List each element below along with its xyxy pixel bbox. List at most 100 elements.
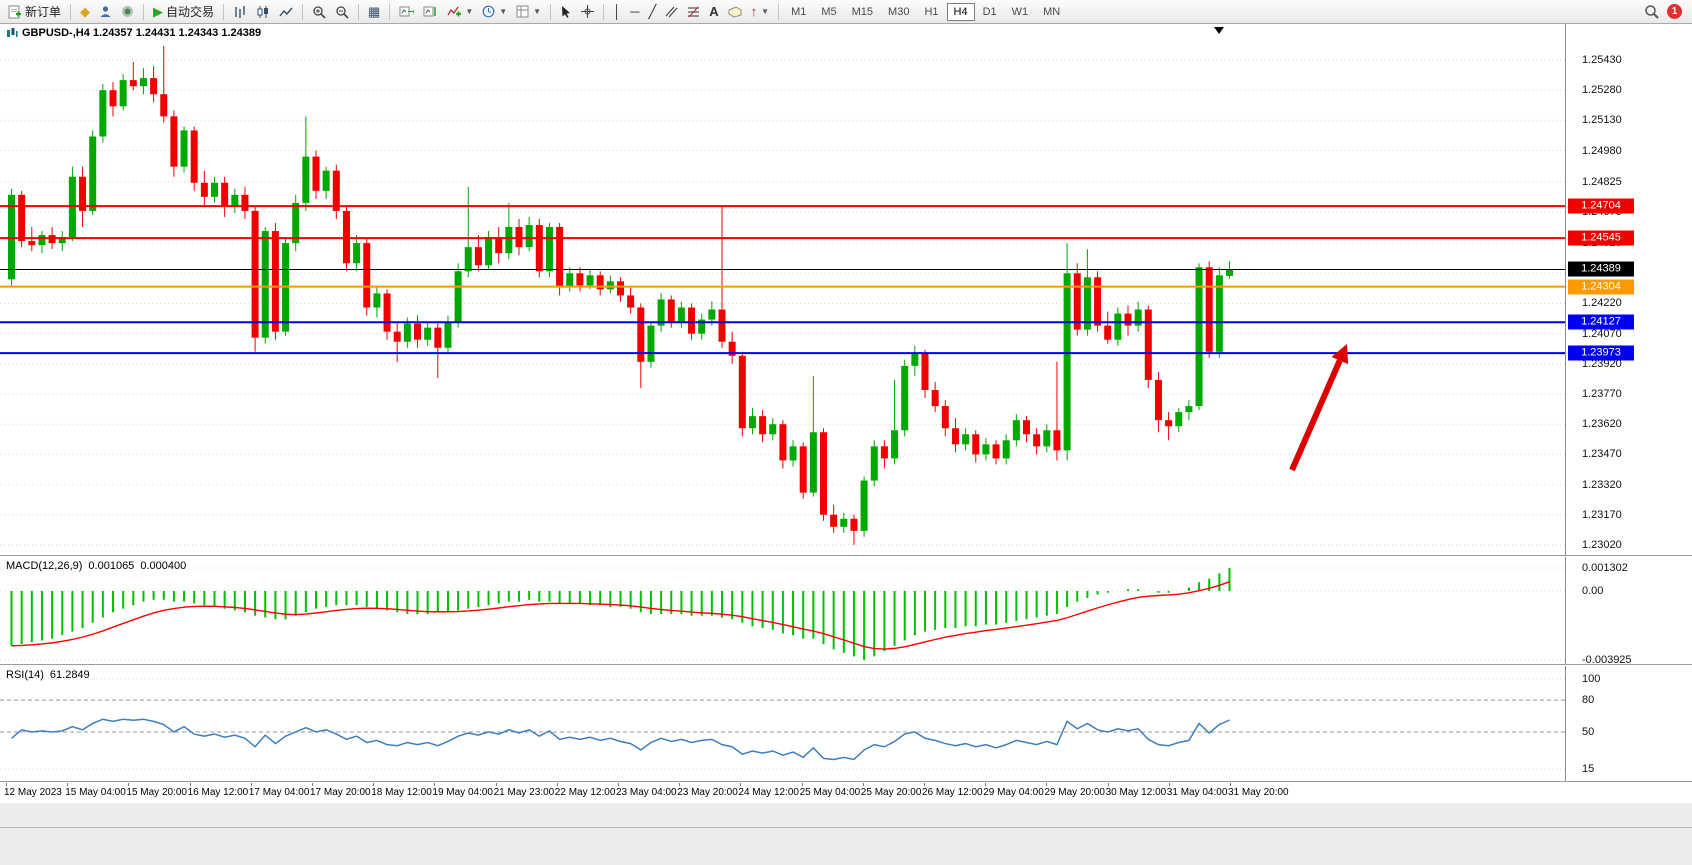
zoom-out-button[interactable] bbox=[331, 2, 353, 22]
time-tick bbox=[1046, 783, 1048, 786]
terminal-button[interactable] bbox=[117, 2, 138, 22]
time-label: 21 May 23:00 bbox=[493, 787, 555, 798]
market-watch-button[interactable]: ◆ bbox=[76, 2, 94, 22]
candle-body bbox=[708, 309, 716, 320]
candle-body bbox=[718, 309, 726, 342]
time-axis[interactable]: 12 May 2023 15 May 04:00 15 May 20:00 16 Ma… bbox=[0, 783, 1692, 803]
rsi-axis[interactable]: 100 80 50 15 bbox=[1565, 666, 1692, 781]
chart-window: GBPUSD-,H4 1.24357 1.24431 1.24343 1.243… bbox=[0, 24, 1692, 865]
candle-body bbox=[1205, 267, 1213, 352]
cursor-button[interactable] bbox=[556, 2, 576, 22]
price-axis[interactable]: 1.254301.252801.251301.249801.248251.246… bbox=[1565, 24, 1692, 555]
chart-shift-marker[interactable] bbox=[1214, 27, 1224, 34]
trendline-icon: ╱ bbox=[648, 4, 657, 19]
chart-shift-button[interactable] bbox=[419, 2, 442, 22]
notification-badge[interactable]: 1 bbox=[1667, 4, 1682, 19]
toolbar-right-zone: 1 bbox=[1644, 4, 1688, 19]
candle-body bbox=[8, 194, 15, 280]
text-icon: A bbox=[709, 4, 719, 19]
timeframe-h1[interactable]: H1 bbox=[924, 5, 939, 18]
zoom-in-button[interactable] bbox=[308, 2, 330, 22]
auto-trading-button[interactable]: ▶ 自动交易 bbox=[149, 2, 218, 22]
timeframe-m15[interactable]: M15 bbox=[851, 5, 874, 18]
channel-button[interactable] bbox=[661, 2, 682, 22]
candle-body bbox=[891, 430, 899, 459]
candlestick-chart-button[interactable] bbox=[252, 2, 274, 22]
time-tick bbox=[985, 783, 987, 786]
vertical-line-button[interactable]: │ bbox=[609, 2, 625, 22]
fibonacci-button[interactable] bbox=[683, 2, 704, 22]
candle-body bbox=[840, 518, 848, 527]
candle-body bbox=[921, 353, 929, 391]
time-tick bbox=[924, 783, 925, 786]
candle-body bbox=[1012, 420, 1020, 441]
macd-axis[interactable]: 0.001302 0.00 -0.003925 bbox=[1565, 557, 1692, 666]
candle-body bbox=[373, 293, 381, 308]
timeframe-d1[interactable]: D1 bbox=[982, 5, 997, 18]
candle-body bbox=[627, 295, 635, 308]
candle-body bbox=[332, 170, 340, 211]
templates-button[interactable]: ▼ bbox=[512, 2, 545, 22]
search-icon[interactable] bbox=[1644, 4, 1659, 19]
candle-body bbox=[962, 434, 970, 445]
separator bbox=[70, 3, 72, 20]
auto-scroll-button[interactable] bbox=[395, 2, 418, 22]
dropdown-caret: ▼ bbox=[533, 7, 542, 16]
window-background bbox=[0, 827, 1692, 865]
macd-axis-label: 0.00 bbox=[1582, 585, 1604, 597]
rsi-chart[interactable] bbox=[0, 666, 1565, 782]
timeframe-m30[interactable]: M30 bbox=[888, 5, 910, 18]
time-tick bbox=[434, 783, 436, 786]
new-order-button[interactable]: 新订单 bbox=[4, 2, 65, 22]
timeframe-m1[interactable]: M1 bbox=[791, 5, 807, 18]
price-badge-1.24704: 1.24704 bbox=[1568, 198, 1634, 214]
candle-body bbox=[363, 243, 371, 308]
timeframe-mn[interactable]: MN bbox=[1043, 5, 1061, 18]
price-chart[interactable] bbox=[0, 24, 1565, 556]
timeframe-w1[interactable]: W1 bbox=[1011, 5, 1029, 18]
candle-body bbox=[1144, 309, 1152, 380]
red-arrow-shaft[interactable] bbox=[1289, 359, 1343, 472]
auto-trading-label: 自动交易 bbox=[166, 5, 215, 19]
candle-body bbox=[870, 446, 878, 481]
red-arrow-head[interactable] bbox=[1331, 344, 1349, 365]
timeframe-h4[interactable]: H4 bbox=[946, 2, 975, 21]
time-label: 31 May 04:00 bbox=[1166, 787, 1228, 798]
tile-windows-button[interactable]: ▦ bbox=[364, 2, 384, 22]
candle-body bbox=[1053, 430, 1061, 451]
candle-body bbox=[1023, 420, 1030, 435]
candle-body bbox=[535, 225, 543, 272]
indicators-button[interactable]: ▼ bbox=[443, 2, 477, 22]
candle-body bbox=[1185, 406, 1193, 413]
candle-body bbox=[271, 231, 279, 332]
candle-body bbox=[261, 231, 269, 338]
candle-body bbox=[119, 80, 127, 107]
time-label: 22 May 12:00 bbox=[554, 787, 616, 798]
navigator-button[interactable] bbox=[95, 2, 116, 22]
time-label: 30 May 12:00 bbox=[1105, 787, 1167, 798]
text-label-button[interactable] bbox=[724, 2, 746, 22]
macd-chart[interactable] bbox=[0, 557, 1565, 665]
time-label: 23 May 20:00 bbox=[677, 787, 738, 798]
price-pane[interactable]: GBPUSD-,H4 1.24357 1.24431 1.24343 1.243… bbox=[0, 24, 1692, 556]
time-label: 19 May 04:00 bbox=[432, 787, 493, 798]
candle-body bbox=[1002, 440, 1010, 459]
horizontal-line-button[interactable]: ─ bbox=[626, 2, 643, 22]
macd-pane[interactable]: MACD(12,26,9) 0.001065 0.000400 0.001302… bbox=[0, 557, 1692, 666]
bar-chart-button[interactable] bbox=[229, 2, 251, 22]
timeframe-m5[interactable]: M5 bbox=[821, 5, 837, 18]
text-button[interactable]: A bbox=[705, 2, 722, 22]
time-label: 25 May 04:00 bbox=[799, 787, 861, 798]
periods-button[interactable]: ▼ bbox=[478, 2, 511, 22]
trendline-button[interactable]: ╱ bbox=[644, 2, 660, 22]
crosshair-button[interactable] bbox=[577, 2, 598, 22]
candle-body bbox=[901, 365, 909, 431]
time-tick bbox=[495, 783, 497, 786]
candle-body bbox=[667, 299, 675, 322]
candle-body bbox=[1134, 309, 1142, 326]
arrows-button[interactable]: ↑ ▼ bbox=[747, 2, 773, 22]
price-axis-label: 1.23920 bbox=[1582, 357, 1622, 370]
line-chart-button[interactable] bbox=[275, 2, 297, 22]
rsi-pane[interactable]: RSI(14) 61.2849 100 80 50 15 bbox=[0, 666, 1692, 782]
candle-body bbox=[48, 235, 56, 244]
